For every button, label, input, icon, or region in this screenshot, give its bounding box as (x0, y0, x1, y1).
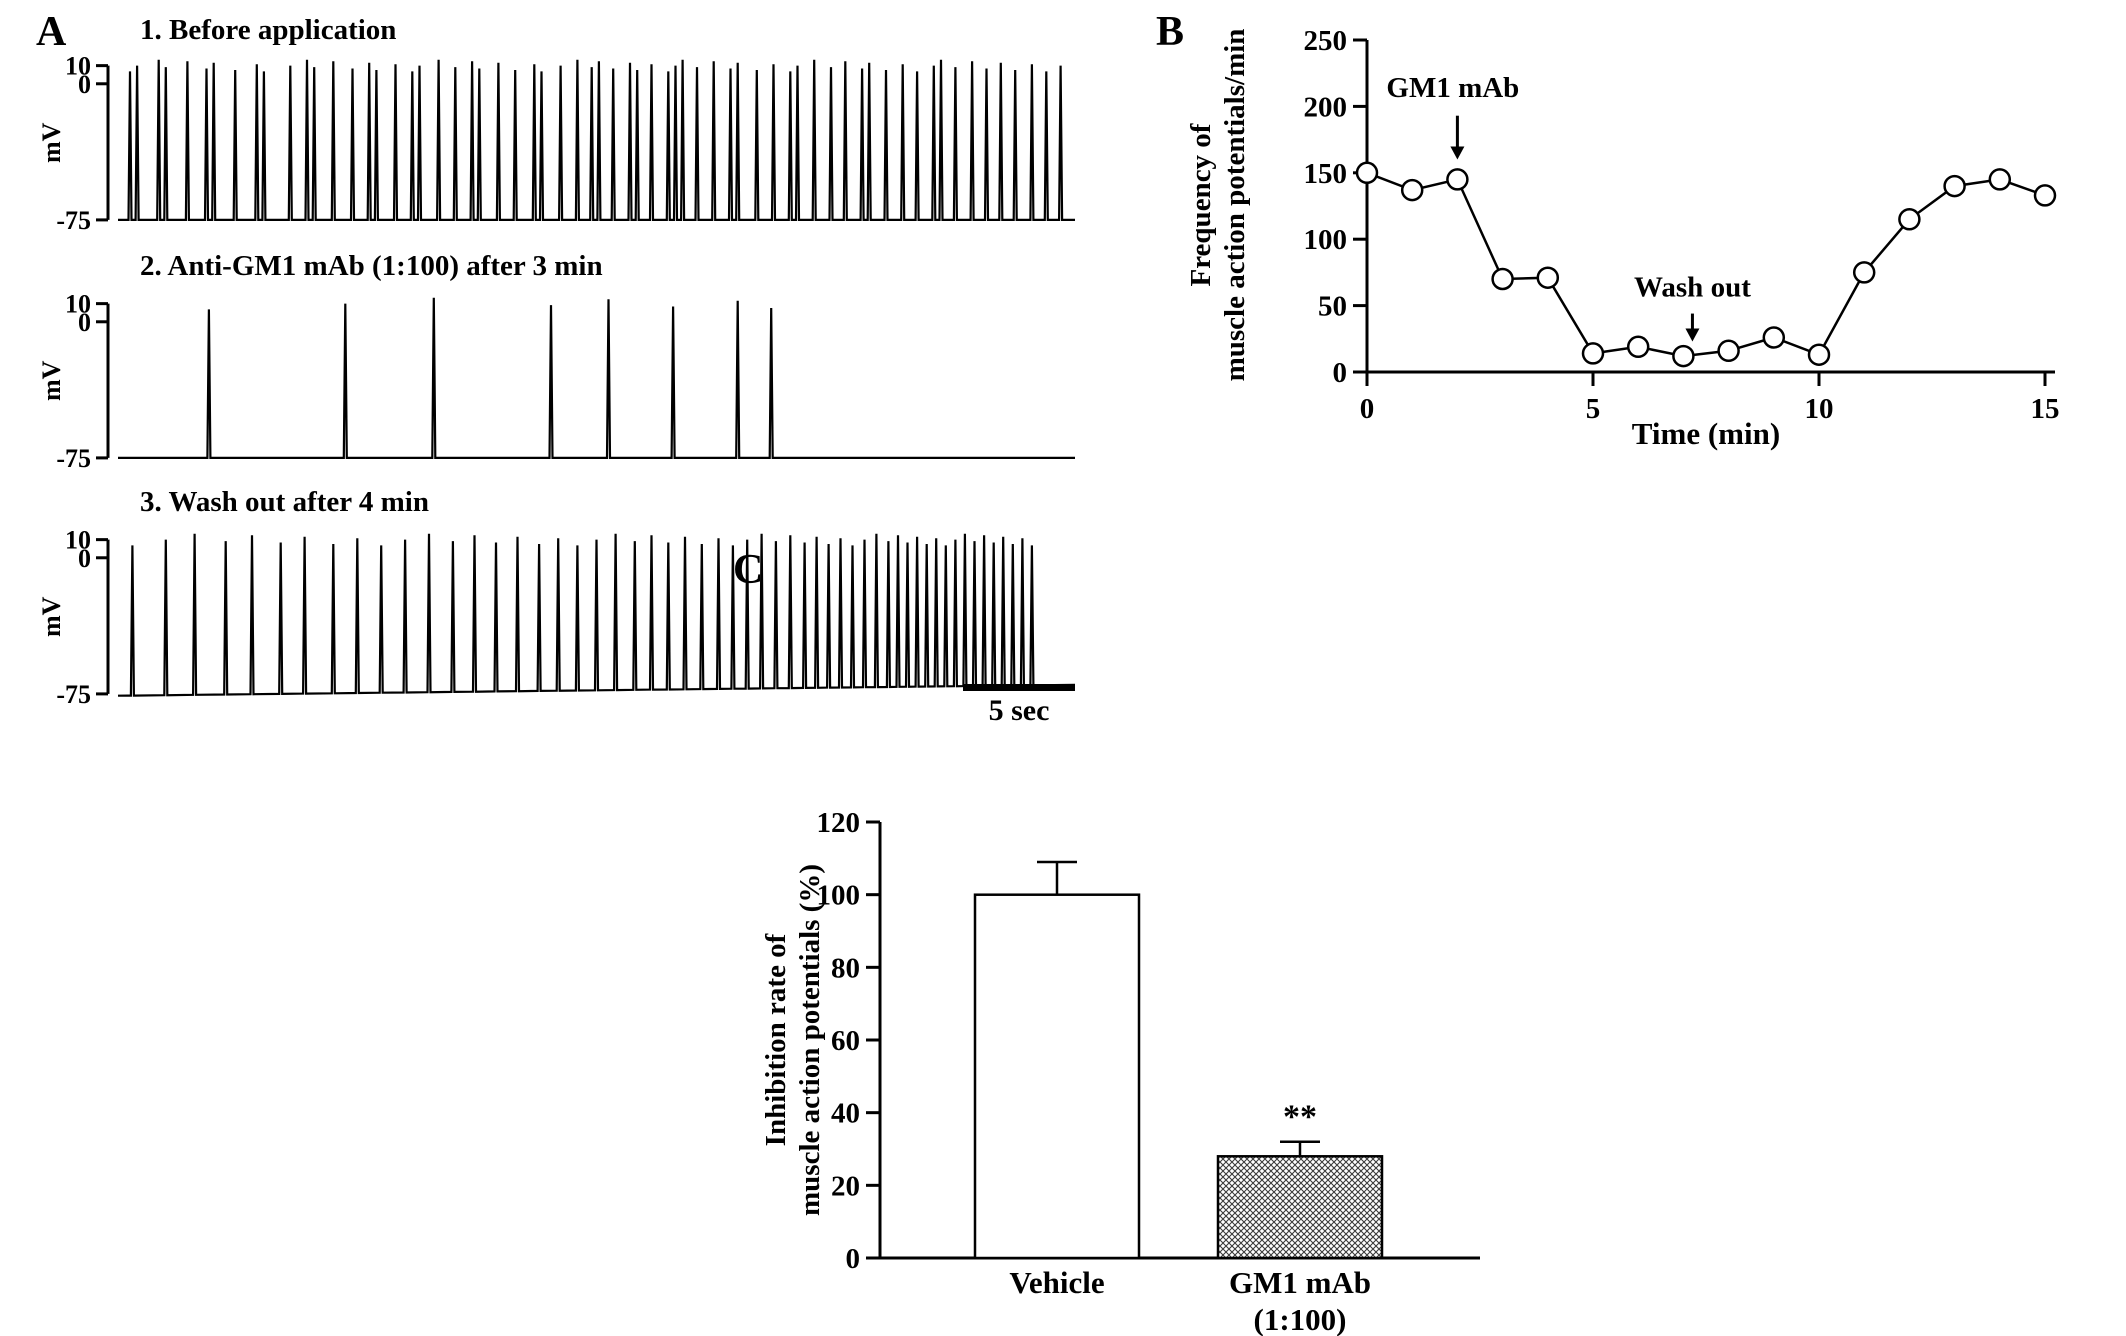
down-arrow-icon (1450, 146, 1465, 160)
data-point (1988, 168, 2012, 191)
panel-b-xlabel: Time (min) (1631, 416, 1781, 451)
y-tick-label: 200 (1304, 91, 1348, 123)
x-tick-label: 15 (2031, 393, 2060, 425)
trace-3-title: 3. Wash out after 4 min (140, 486, 429, 518)
data-point (1717, 339, 1740, 363)
data-point (1536, 266, 1560, 289)
annotation-text: Wash out (1634, 271, 1751, 303)
time-scalebar (963, 684, 1075, 691)
y-tick-label: 60 (831, 1025, 860, 1057)
y-tick-label: 250 (1304, 25, 1348, 57)
data-point (1762, 326, 1786, 349)
bar (1216, 1155, 1384, 1260)
trace-y-tick-label: -75 (56, 680, 91, 709)
data-point (1807, 343, 1831, 366)
trace-3-plot: 100 -75 mV (37, 526, 1076, 709)
data-point (1626, 335, 1650, 359)
trace-y-tick-label: 10 (65, 526, 91, 555)
down-arrow-icon (1685, 328, 1700, 342)
panel-c-label: C (733, 547, 764, 593)
data-point (1852, 261, 1876, 284)
bar-category-label: (1:100) (1254, 1302, 1347, 1336)
data-point (1400, 178, 1424, 202)
trace-2-plot: 100 -75 mV (37, 290, 1075, 473)
trace-y-tick-label: 0 (78, 544, 91, 573)
trace-2-title: 2. Anti-GM1 mAb (1:100) after 3 min (140, 250, 603, 282)
trace-y-axis-label: mV (37, 122, 66, 163)
x-tick-label: 5 (1586, 393, 1601, 425)
data-point (1672, 344, 1695, 368)
trace-y-axis-label: mV (37, 596, 66, 637)
annotation-text: GM1 mAb (1386, 72, 1519, 104)
x-tick-label: 0 (1360, 393, 1375, 425)
y-tick-label: 40 (831, 1098, 860, 1130)
trace-1-title: 1. Before application (140, 14, 397, 46)
data-point (2033, 184, 2057, 207)
bar-category-label: Vehicle (1009, 1265, 1104, 1300)
bar-category-label: GM1 mAb (1229, 1265, 1371, 1300)
bar (973, 893, 1141, 1260)
x-tick-label: 10 (1805, 393, 1834, 425)
panel-a-label: A (36, 9, 67, 55)
trace-y-tick-label: -75 (56, 444, 91, 473)
data-point (1491, 267, 1514, 291)
y-tick-label: 0 (1333, 357, 1348, 389)
panel-b-plot: 0 50 100 150 200 250 0 5 10 15 GM1 mAb Wash out (1304, 25, 2060, 425)
voltage-trace (118, 59, 1075, 221)
trace-1-plot: 100 -75 mV (37, 52, 1075, 235)
y-tick-label: 0 (846, 1243, 861, 1275)
data-point (1446, 168, 1469, 191)
trace-y-tick-label: 0 (78, 70, 91, 99)
voltage-trace (118, 297, 1075, 459)
trace-y-tick-label: 10 (65, 290, 91, 319)
y-tick-label: 100 (1304, 224, 1348, 256)
y-tick-label: 80 (831, 952, 860, 984)
significance-marker: ** (1283, 1099, 1317, 1136)
trace-y-axis-label: mV (37, 360, 66, 401)
y-tick-label: 150 (1304, 158, 1348, 190)
y-tick-label: 120 (817, 807, 861, 839)
data-point (1898, 208, 1921, 231)
y-tick-label: 20 (831, 1170, 860, 1202)
data-point (1355, 161, 1379, 185)
y-tick-label: 100 (817, 880, 861, 912)
panel-c-plot: 0 20 40 60 80 100 120 Vehicle ** GM1 mAb(1:100) (817, 807, 1480, 1336)
y-tick-label: 50 (1318, 291, 1347, 323)
panel-b-label: B (1156, 9, 1185, 55)
frequency-line (1366, 171, 2046, 358)
voltage-trace (117, 533, 1076, 697)
data-point (1581, 342, 1605, 365)
trace-y-tick-label: -75 (56, 206, 91, 235)
data-point (1943, 174, 1966, 198)
trace-y-tick-label: 10 (65, 52, 91, 81)
trace-y-tick-label: 0 (78, 308, 91, 337)
scalebar-label: 5 sec (988, 694, 1050, 727)
